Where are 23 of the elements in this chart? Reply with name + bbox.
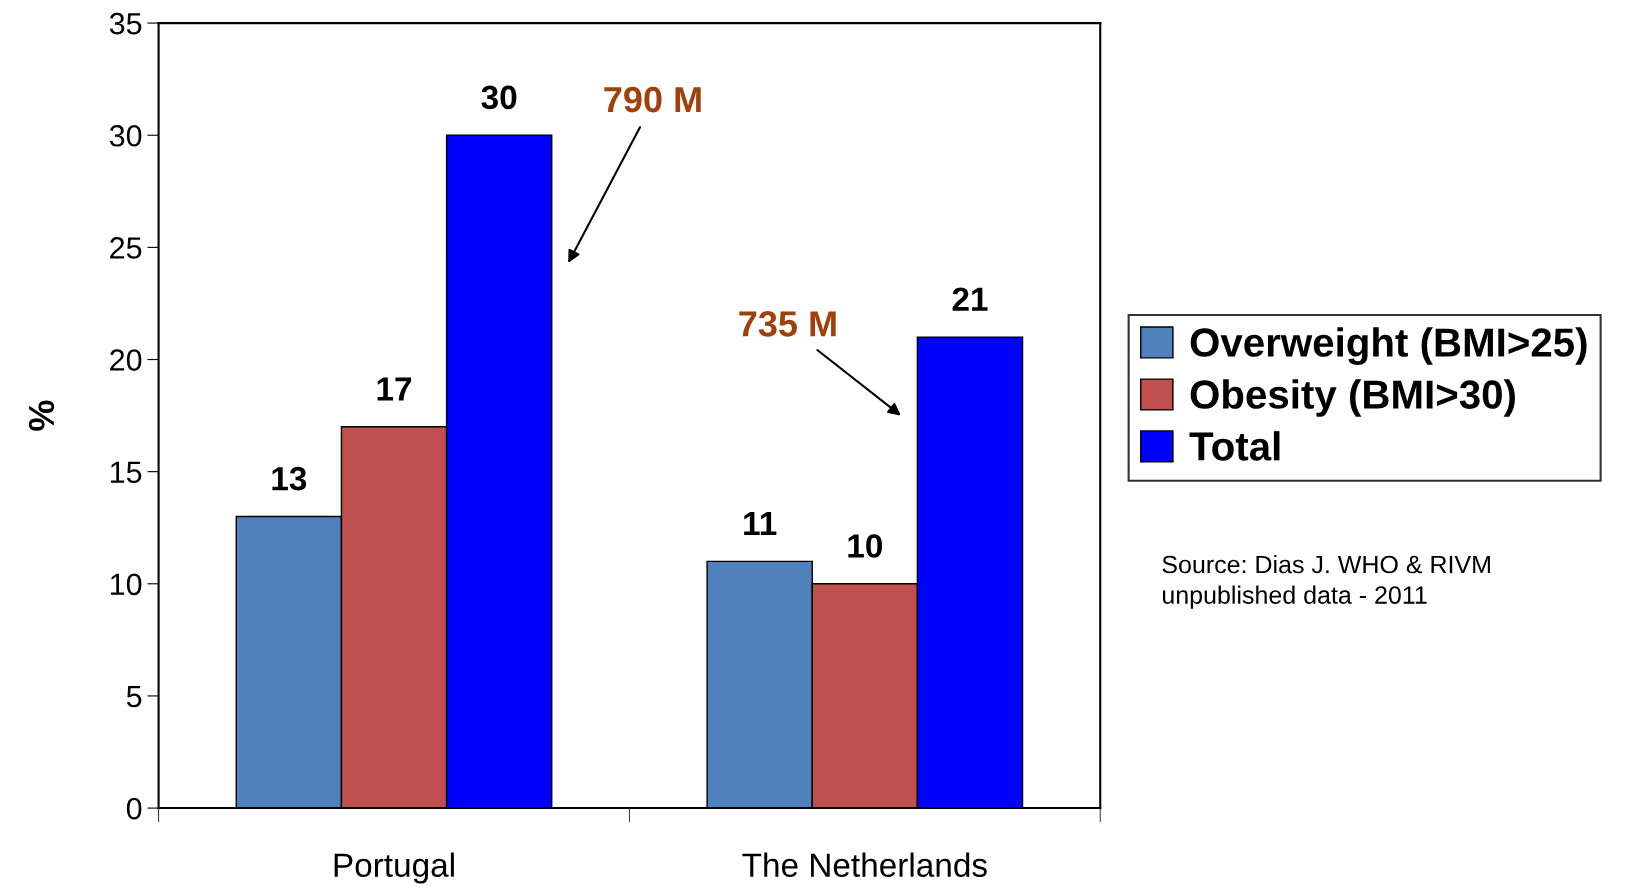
annotation: 790 M xyxy=(604,86,701,113)
x-tick-label: Portugal xyxy=(334,852,454,884)
y-tick-label: 0 xyxy=(126,797,142,820)
y-tick-label: 10 xyxy=(110,573,142,596)
source-note: Source: Dias J. WHO & RIVM unpublished data - 2011 xyxy=(1162,555,1490,609)
y-tick-label: 35 xyxy=(109,12,142,35)
annotation: 735 M xyxy=(739,311,836,337)
y-axis-title: % xyxy=(28,400,55,431)
y-tick-label: 25 xyxy=(110,237,142,259)
y-tick-label: 15 xyxy=(110,461,142,484)
y-tick-label: 30 xyxy=(109,124,142,147)
y-tick-label: 5 xyxy=(126,685,142,708)
y-tick-label: 20 xyxy=(110,349,142,371)
legend-label: Total xyxy=(1189,431,1280,461)
legend-label: Obesity (BMI>30) xyxy=(1190,379,1515,417)
data-label: 30 xyxy=(481,85,517,110)
data-label: 17 xyxy=(377,377,412,401)
data-label: 11 xyxy=(744,512,777,536)
data-label: 10 xyxy=(848,534,882,558)
data-label: 21 xyxy=(952,287,988,311)
data-label: 13 xyxy=(272,466,307,491)
legend-label: Overweight (BMI>25) xyxy=(1190,327,1587,365)
x-tick-label: The Netherlands xyxy=(742,852,987,878)
